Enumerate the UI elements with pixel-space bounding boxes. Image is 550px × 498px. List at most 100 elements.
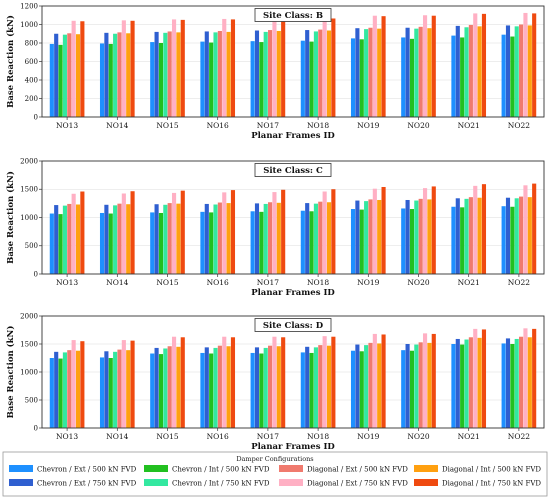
y-tick-label: 2000 bbox=[20, 312, 38, 320]
bar-no20-series-4 bbox=[414, 344, 419, 428]
bar-no22-series-4 bbox=[514, 198, 519, 274]
bar-no13-series-4 bbox=[62, 352, 67, 428]
bar-no21-series-6 bbox=[473, 185, 478, 274]
x-tick-label: NO15 bbox=[156, 432, 178, 441]
bar-no18-series-1 bbox=[300, 352, 305, 428]
bar-no19-series-4 bbox=[364, 29, 369, 118]
bar-no18-series-8 bbox=[331, 18, 336, 118]
bar-no16-series-1 bbox=[200, 211, 205, 274]
bar-no16-series-4 bbox=[213, 32, 218, 117]
bar-no15-series-3 bbox=[158, 212, 164, 274]
bar-no15-series-5 bbox=[167, 203, 172, 274]
bar-no16-series-4 bbox=[213, 347, 218, 428]
x-tick-label: NO13 bbox=[56, 121, 78, 130]
legend: Damper Configurations Chevron / Ext / 50… bbox=[2, 451, 548, 497]
bar-no22-series-4 bbox=[514, 26, 519, 118]
y-tick-label: 600 bbox=[25, 58, 38, 66]
bar-no20-series-5 bbox=[418, 26, 423, 118]
bar-no21-series-1 bbox=[451, 35, 456, 117]
legend-label: Chevron / Int / 750 kN FVD bbox=[172, 480, 270, 488]
x-tick-label: NO15 bbox=[156, 121, 178, 130]
x-axis-title: Planar Frames ID bbox=[251, 442, 335, 452]
bar-no18-series-1 bbox=[300, 210, 305, 274]
bar-no22-series-6 bbox=[523, 12, 528, 117]
y-axis-title: Base Reaction (kN) bbox=[5, 15, 16, 108]
bar-no18-series-1 bbox=[300, 40, 305, 117]
bar-no17-series-8 bbox=[281, 18, 286, 118]
legend-swatch bbox=[279, 465, 303, 472]
bar-no22-series-1 bbox=[501, 343, 506, 428]
x-tick-label: NO13 bbox=[56, 278, 78, 287]
bar-no17-series-1 bbox=[250, 211, 255, 274]
bar-no19-series-1 bbox=[350, 350, 356, 428]
bar-no14-series-7 bbox=[126, 204, 131, 274]
bar-no22-series-6 bbox=[523, 185, 528, 274]
bar-no20-series-8 bbox=[431, 15, 436, 118]
bar-no18-series-5 bbox=[318, 345, 323, 428]
site-class-label: Site Class: C bbox=[263, 166, 323, 176]
bar-no22-series-2 bbox=[505, 197, 511, 274]
y-tick-label: 1000 bbox=[20, 368, 38, 376]
bar-no20-series-2 bbox=[405, 344, 410, 428]
bar-no20-series-4 bbox=[414, 28, 419, 117]
bar-no16-series-7 bbox=[226, 346, 231, 428]
bar-no20-series-1 bbox=[401, 350, 406, 428]
y-tick-label: 0 bbox=[34, 270, 38, 278]
bar-no19-series-2 bbox=[355, 28, 360, 118]
bar-no13-series-2 bbox=[54, 205, 59, 274]
bar-no18-series-2 bbox=[305, 346, 310, 428]
bar-no15-series-6 bbox=[171, 19, 177, 117]
bar-no19-series-4 bbox=[364, 345, 369, 428]
bar-no19-series-2 bbox=[355, 200, 360, 274]
bar-no15-series-8 bbox=[180, 19, 185, 118]
bar-no21-series-5 bbox=[468, 197, 473, 274]
bar-no17-series-1 bbox=[250, 41, 255, 117]
bar-no14-series-8 bbox=[130, 20, 135, 117]
chart-panel: 0 200 400 600 800 1000 1200 NO13 NO14 NO15 NO16 NO1… bbox=[5, 2, 545, 141]
bar-no13-series-6 bbox=[71, 340, 76, 428]
chart-panels: 0 200 400 600 800 1000 1200 NO13 NO14 NO15 NO16 NO1… bbox=[5, 2, 545, 452]
bar-no22-series-7 bbox=[527, 337, 532, 428]
y-tick-label: 500 bbox=[25, 396, 38, 404]
bar-no21-series-6 bbox=[473, 13, 478, 117]
bar-no21-series-5 bbox=[468, 24, 473, 117]
bar-no17-series-8 bbox=[281, 337, 286, 428]
legend-swatch bbox=[414, 479, 438, 486]
bar-no19-series-1 bbox=[350, 209, 356, 274]
bar-no14-series-2 bbox=[104, 351, 109, 428]
bar-no14-series-4 bbox=[113, 205, 118, 274]
x-tick-label: NO21 bbox=[458, 278, 480, 287]
plot-frame bbox=[41, 160, 545, 275]
x-tick-label: NO18 bbox=[307, 121, 329, 130]
bar-no21-series-6 bbox=[473, 328, 478, 428]
bar-no15-series-8 bbox=[180, 190, 185, 274]
bar-no14-series-8 bbox=[130, 340, 135, 428]
bar-no21-series-4 bbox=[464, 198, 469, 274]
bar-no18-series-4 bbox=[313, 31, 318, 117]
bar-no22-series-4 bbox=[514, 338, 519, 428]
bar-no14-series-2 bbox=[104, 32, 109, 117]
bar-no19-series-7 bbox=[377, 343, 382, 428]
bar-no14-series-1 bbox=[99, 43, 105, 117]
bar-no13-series-5 bbox=[67, 350, 72, 428]
bar-no19-series-3 bbox=[359, 209, 364, 274]
bar-no17-series-7 bbox=[276, 202, 281, 274]
bar-no18-series-6 bbox=[322, 191, 327, 274]
y-tick-label: 1000 bbox=[20, 214, 38, 222]
bar-no16-series-8 bbox=[230, 19, 236, 117]
bar-no15-series-2 bbox=[154, 204, 159, 274]
x-tick-label: NO16 bbox=[207, 432, 229, 441]
bar-no18-series-2 bbox=[305, 30, 310, 117]
bar-no20-series-5 bbox=[418, 342, 423, 428]
bar-no19-series-8 bbox=[381, 334, 386, 428]
bar-no22-series-2 bbox=[505, 25, 511, 117]
site-class-label: Site Class: B bbox=[263, 11, 323, 21]
x-axis-title: Planar Frames ID bbox=[251, 131, 335, 141]
x-tick-label: NO20 bbox=[407, 432, 429, 441]
bar-no17-series-3 bbox=[259, 211, 264, 274]
x-tick-label: NO19 bbox=[357, 121, 379, 130]
legend-label: Chevron / Ext / 750 kN FVD bbox=[37, 480, 137, 488]
bar-no15-series-5 bbox=[167, 31, 172, 117]
bar-no17-series-5 bbox=[268, 202, 273, 274]
